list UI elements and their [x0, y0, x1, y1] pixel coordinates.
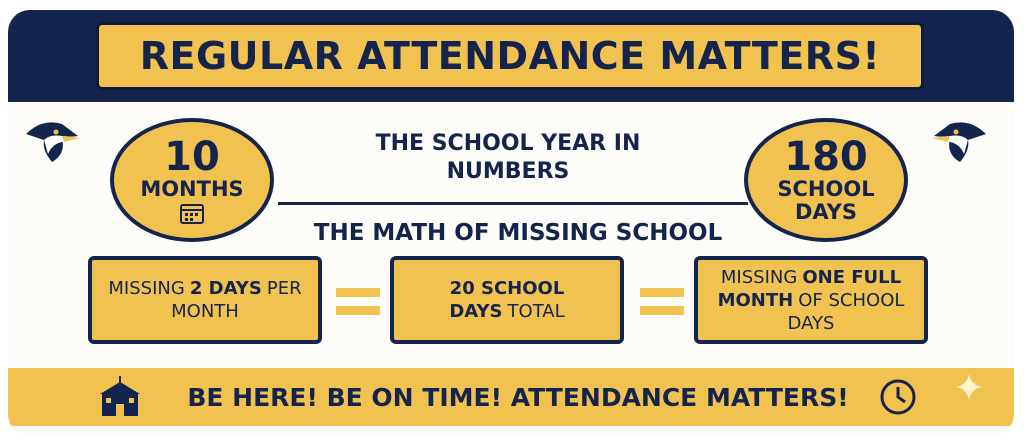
math-box-segment: 2 DAYS: [189, 278, 262, 299]
equals-bar: [640, 288, 684, 297]
footer-band: [8, 368, 1014, 426]
math-box-text: MISSING ONE FULL MONTH OF SCHOOL DAYS: [712, 266, 910, 335]
clock-icon: [880, 379, 916, 415]
poster: REGULAR ATTENDANCE MATTERS! 10 MONTHS TH…: [8, 10, 1014, 436]
math-box-segment: 20 SCHOOL DAYS: [449, 278, 565, 322]
calendar-icon: [180, 203, 204, 224]
stat-oval: 10 MONTHS: [110, 118, 274, 242]
center-caption: THE SCHOOL YEAR IN NUMBERS: [375, 131, 641, 184]
divider: [278, 202, 748, 205]
math-box-text: 20 SCHOOL DAYS TOTAL: [408, 277, 606, 323]
stat-unit: MONTHS: [140, 176, 244, 201]
stat-unit: SCHOOL DAYS: [777, 177, 875, 224]
equals-bar: [336, 306, 380, 315]
stat-number: 180: [784, 134, 868, 180]
math-box: MISSING ONE FULL MONTH OF SCHOOL DAYS: [694, 256, 928, 344]
stat-oval: 180 SCHOOL DAYS: [744, 118, 908, 242]
section-heading: THE MATH OF MISSING SCHOOL: [313, 220, 723, 246]
stat-number: 10: [164, 133, 220, 180]
math-box-segment: ONE FULL MONTH: [717, 266, 902, 311]
mascot-icon: [932, 122, 986, 162]
school-icon: [100, 376, 140, 416]
equals-bar: [336, 288, 380, 297]
mascot-icon: [26, 122, 80, 162]
math-box-segment: MISSING: [108, 278, 185, 299]
math-box: MISSING 2 DAYS PER MONTH: [88, 256, 322, 344]
math-box-segment: PER MONTH: [171, 278, 302, 322]
math-box-segment: TOTAL: [507, 301, 565, 322]
math-box: 20 SCHOOL DAYS TOTAL: [390, 256, 624, 344]
math-box-segment: MISSING: [720, 266, 798, 288]
math-box-text: MISSING 2 DAYS PER MONTH: [106, 277, 304, 323]
footer-text: BE HERE! BE ON TIME! ATTENDANCE MATTERS!: [187, 382, 849, 412]
title: REGULAR ATTENDANCE MATTERS!: [96, 22, 924, 90]
sparkle-icon: [956, 374, 982, 400]
math-box-segment: OF SCHOOL DAYS: [787, 289, 905, 334]
equals-bar: [640, 306, 684, 315]
